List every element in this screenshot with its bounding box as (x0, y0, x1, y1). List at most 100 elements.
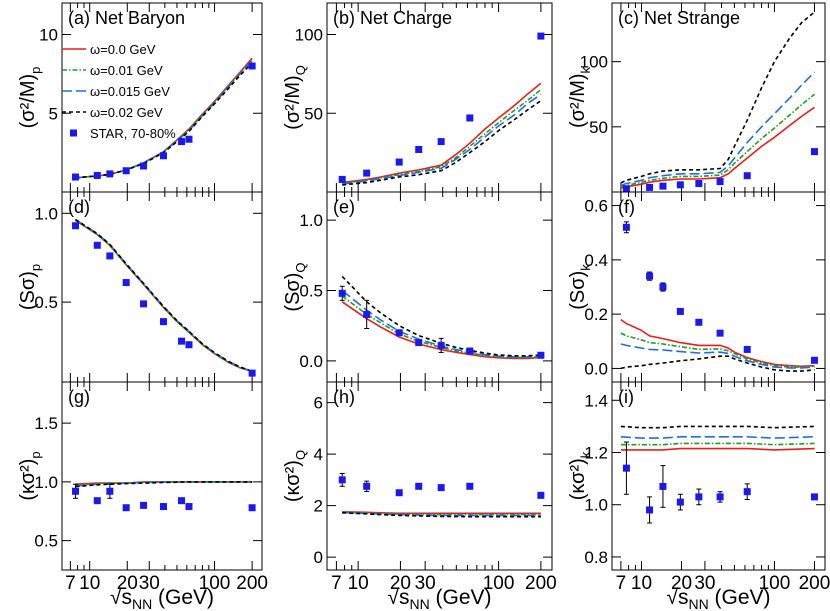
star-data-point (716, 178, 724, 186)
star-data-point (695, 318, 703, 326)
y-axis-label: (Sσ)Q (282, 262, 308, 311)
series-line-omega0 (75, 219, 253, 373)
star-data-point (437, 484, 445, 492)
y-tick-label: 1.0 (34, 204, 58, 223)
y-tick-label: 0.8 (584, 548, 608, 567)
star-data-point (415, 339, 423, 347)
legend: ω=0.0 GeV ω=0.01 GeV ω=0.015 GeV ω=0.02 GeV… (62, 42, 176, 141)
star-data-point (695, 493, 703, 501)
y-axis-label: (Sσ)k (567, 264, 593, 310)
star-data-point (122, 167, 130, 175)
star-data-point (159, 503, 167, 511)
y-tick-label: 50 (304, 104, 323, 123)
panel-a: 5 10 (σ²/M)p (a) Net Baryon (17, 2, 263, 193)
star-data-point (659, 482, 667, 490)
y-tick-label: 0.5 (34, 532, 58, 551)
star-data-point (466, 114, 474, 122)
series-line-omega02 (75, 218, 253, 373)
series-line-omega015 (620, 343, 815, 369)
legend-entry: ω=0.015 GeV (62, 84, 170, 99)
x-tick-label: 20 (117, 573, 138, 594)
panel-d-data (72, 218, 256, 377)
series-line-omega015 (620, 436, 815, 439)
panel-f-data (620, 221, 818, 372)
series-line-omega02 (75, 62, 253, 179)
panel-title: (b) Net Charge (333, 8, 452, 28)
panel-title: (c) Net Strange (618, 8, 740, 28)
y-tick-label: 100 (580, 53, 608, 72)
star-data-point (743, 172, 751, 180)
star-data-point (622, 185, 630, 192)
series-line-omega015 (75, 481, 253, 487)
y-tick-label: 0.4 (584, 251, 608, 270)
y-tick-label: 0.5 (299, 282, 323, 301)
panel-d: 0.5 1.0 (Sσ)p (d) (17, 191, 263, 383)
series-line-omega0 (341, 301, 541, 360)
x-axis-label: √sNN (GeV) (666, 586, 770, 611)
star-data-point (437, 138, 445, 146)
x-tick-label: 30 (694, 573, 715, 594)
star-data-point (178, 337, 186, 345)
y-axis-label: (σ²/M)p (17, 67, 43, 129)
panel-d-frame (61, 191, 263, 383)
panel-c: 50 100(σ²/M)k (c) Net Strange (567, 2, 826, 193)
x-tick-label: 10 (631, 573, 652, 594)
star-data-point (363, 310, 371, 318)
x-tick-label: 200 (525, 573, 557, 594)
star-data-point (395, 489, 403, 497)
star-data-point (159, 152, 167, 160)
star-data-point (185, 135, 193, 143)
star-data-point (646, 506, 654, 514)
panel-g: 7 10 20 30 100 200 0.5 1.0 1.5 (κσ²)p (g) (17, 381, 268, 594)
star-data-point (695, 180, 703, 188)
x-tick-label: 100 (483, 573, 515, 594)
star-data-point (395, 158, 403, 166)
panel-e: 0.0 0.5 1.0 (Sσ)Q (e) (282, 191, 553, 383)
panel-e-frame (326, 191, 553, 383)
y-tick-label: 0.0 (584, 359, 608, 378)
y-tick-label: 1.2 (584, 444, 608, 463)
legend-marker (70, 129, 77, 137)
series-line-omega0 (620, 318, 815, 368)
panel-title: (f) (618, 197, 635, 217)
series-line-omega01 (620, 332, 815, 368)
star-data-point (72, 487, 80, 495)
y-tick-label: 50 (589, 118, 608, 137)
star-data-point (810, 493, 818, 501)
star-data-point (659, 182, 667, 190)
legend-label: ω=0.0 GeV (90, 42, 156, 57)
y-tick-label: 100 (295, 26, 323, 45)
star-data-point (159, 318, 167, 326)
star-data-point (716, 493, 724, 501)
star-data-point (140, 300, 148, 308)
panel-title: (h) (333, 387, 355, 407)
star-data-point (185, 341, 193, 349)
y-tick-label: 1.4 (584, 391, 608, 410)
star-data-point (93, 497, 101, 505)
y-tick-label: 10 (39, 26, 58, 45)
x-axis-label: √sNN (GeV) (110, 586, 214, 611)
x-tick-label: 10 (348, 573, 369, 594)
star-data-point (363, 169, 371, 177)
star-data-point (248, 62, 256, 70)
star-data-point (122, 504, 130, 512)
star-data-point (743, 345, 751, 353)
panel-c-frame (611, 2, 826, 193)
series-line-omega02 (620, 425, 815, 429)
star-data-point (659, 283, 667, 291)
star-data-point (140, 501, 148, 509)
panel-b: 50 100 (σ²/M)Q (b) Net Charge (282, 2, 553, 193)
star-data-point (537, 491, 545, 499)
x-tick-label: 7 (65, 573, 76, 594)
star-data-point (415, 145, 423, 153)
star-data-point (676, 498, 684, 506)
panel-f-frame (611, 191, 826, 383)
x-tick-label: 30 (139, 573, 160, 594)
star-data-point (93, 241, 101, 249)
star-data-point (338, 175, 346, 183)
y-tick-label: 0.0 (299, 352, 323, 371)
panel-e-data (338, 275, 545, 360)
star-data-point (106, 170, 114, 178)
x-tick-label: 200 (236, 573, 268, 594)
panel-g-data (72, 481, 256, 512)
